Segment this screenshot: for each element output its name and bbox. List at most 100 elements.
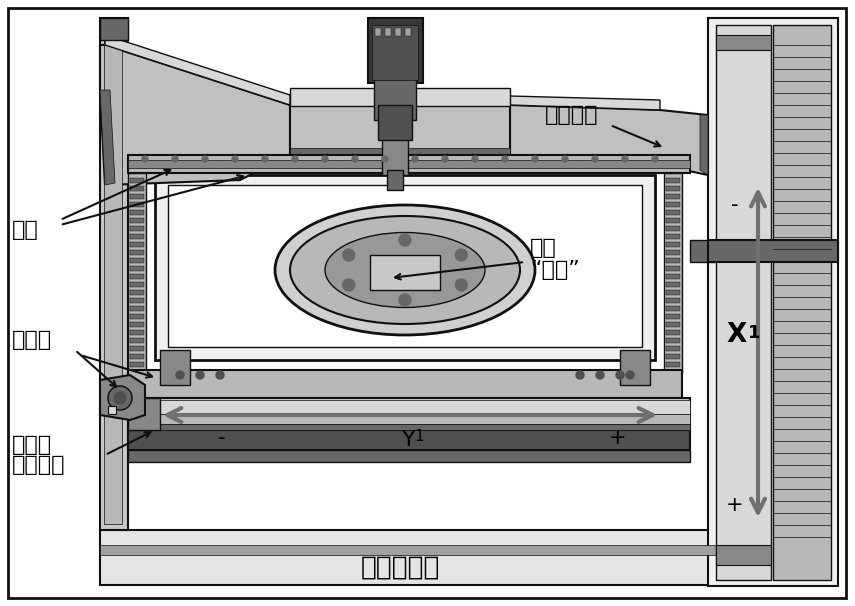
Bar bbox=[100, 545, 720, 555]
Text: 气浮垫: 气浮垫 bbox=[12, 330, 52, 350]
Bar bbox=[128, 450, 690, 462]
Bar bbox=[666, 346, 680, 351]
Bar bbox=[130, 218, 144, 223]
Circle shape bbox=[216, 371, 224, 379]
Bar bbox=[130, 282, 144, 287]
Text: 修复: 修复 bbox=[530, 238, 557, 258]
Bar bbox=[708, 240, 838, 262]
Text: 光学晶体: 光学晶体 bbox=[545, 105, 598, 125]
Text: -: - bbox=[218, 428, 226, 448]
Bar bbox=[405, 28, 411, 36]
Circle shape bbox=[576, 371, 584, 379]
Text: X: X bbox=[726, 322, 746, 348]
Bar bbox=[666, 186, 680, 191]
Polygon shape bbox=[700, 115, 708, 175]
Circle shape bbox=[592, 156, 598, 162]
Bar bbox=[130, 234, 144, 239]
Circle shape bbox=[262, 156, 268, 162]
Bar bbox=[290, 95, 510, 160]
Text: 1: 1 bbox=[748, 324, 760, 342]
Bar bbox=[666, 290, 680, 295]
Bar bbox=[130, 242, 144, 247]
Circle shape bbox=[532, 156, 538, 162]
Bar bbox=[128, 430, 690, 450]
Circle shape bbox=[142, 156, 148, 162]
Circle shape bbox=[652, 156, 658, 162]
Text: +: + bbox=[726, 495, 744, 515]
Ellipse shape bbox=[290, 216, 520, 324]
Bar bbox=[130, 258, 144, 263]
Bar bbox=[666, 314, 680, 319]
Bar bbox=[128, 155, 690, 173]
Circle shape bbox=[172, 156, 178, 162]
Bar bbox=[395, 28, 401, 36]
Bar bbox=[370, 255, 440, 290]
Circle shape bbox=[626, 371, 634, 379]
Polygon shape bbox=[100, 90, 115, 185]
Circle shape bbox=[596, 371, 604, 379]
Text: Y: Y bbox=[402, 430, 416, 450]
Bar bbox=[100, 18, 128, 530]
Bar bbox=[128, 160, 690, 168]
Bar bbox=[382, 135, 408, 175]
Text: +: + bbox=[609, 428, 627, 448]
Bar bbox=[773, 25, 831, 580]
Bar bbox=[387, 170, 403, 190]
Text: 1: 1 bbox=[414, 429, 423, 444]
Bar bbox=[666, 218, 680, 223]
Circle shape bbox=[352, 156, 358, 162]
Polygon shape bbox=[510, 105, 708, 175]
Bar bbox=[690, 240, 715, 262]
Bar bbox=[155, 175, 655, 360]
Circle shape bbox=[622, 156, 628, 162]
Bar bbox=[664, 173, 682, 373]
Bar bbox=[372, 25, 418, 80]
Bar bbox=[716, 25, 771, 580]
Text: -: - bbox=[731, 195, 739, 215]
Bar bbox=[378, 105, 412, 140]
Bar bbox=[666, 274, 680, 279]
Bar bbox=[100, 18, 128, 40]
Circle shape bbox=[502, 156, 508, 162]
Bar bbox=[130, 290, 144, 295]
Bar bbox=[128, 398, 690, 430]
Circle shape bbox=[456, 249, 468, 261]
Bar bbox=[666, 250, 680, 255]
Bar bbox=[368, 18, 423, 83]
Bar bbox=[374, 75, 416, 120]
Bar bbox=[108, 406, 116, 414]
Bar bbox=[666, 178, 680, 183]
Polygon shape bbox=[100, 45, 290, 185]
Polygon shape bbox=[105, 35, 290, 105]
Bar bbox=[666, 258, 680, 263]
Bar bbox=[130, 338, 144, 343]
Text: （夹具）: （夹具） bbox=[12, 455, 66, 475]
Bar bbox=[104, 24, 122, 524]
Bar bbox=[666, 266, 680, 271]
Bar bbox=[666, 338, 680, 343]
Bar bbox=[130, 210, 144, 215]
Circle shape bbox=[232, 156, 238, 162]
Circle shape bbox=[472, 156, 478, 162]
Text: 支架: 支架 bbox=[12, 220, 38, 240]
Bar bbox=[620, 350, 650, 385]
Bar bbox=[128, 400, 690, 414]
Bar bbox=[128, 414, 690, 424]
Bar bbox=[666, 194, 680, 199]
Circle shape bbox=[176, 371, 184, 379]
Bar bbox=[130, 194, 144, 199]
Bar bbox=[128, 370, 682, 398]
Circle shape bbox=[202, 156, 208, 162]
Circle shape bbox=[399, 234, 411, 246]
Bar bbox=[100, 530, 720, 585]
Circle shape bbox=[382, 156, 388, 162]
Bar bbox=[130, 250, 144, 255]
Bar bbox=[168, 185, 642, 347]
Ellipse shape bbox=[275, 205, 535, 335]
Bar bbox=[128, 173, 146, 373]
Circle shape bbox=[322, 156, 328, 162]
Bar bbox=[666, 226, 680, 231]
Bar bbox=[130, 346, 144, 351]
Bar bbox=[130, 178, 144, 183]
Circle shape bbox=[108, 386, 132, 410]
